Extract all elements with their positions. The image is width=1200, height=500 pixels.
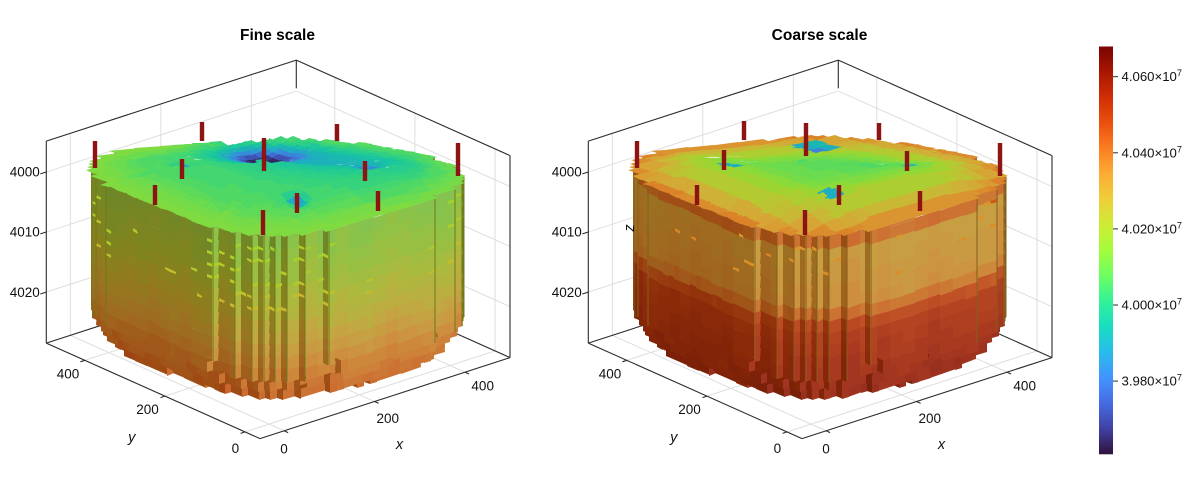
svg-text:4.040×107: 4.040×107 [1122, 144, 1183, 160]
svg-text:400: 400 [599, 367, 622, 382]
svg-text:3.980×107: 3.980×107 [1122, 373, 1183, 389]
svg-text:400: 400 [1013, 379, 1036, 394]
svg-text:200: 200 [678, 402, 701, 417]
svg-text:0: 0 [822, 442, 830, 457]
svg-text:0: 0 [280, 442, 288, 457]
svg-text:200: 200 [377, 411, 400, 426]
svg-text:z: z [622, 224, 638, 233]
svg-text:y: y [669, 430, 678, 446]
svg-text:400: 400 [471, 379, 494, 394]
svg-text:400: 400 [57, 367, 80, 382]
svg-text:0: 0 [232, 441, 240, 456]
svg-text:4.020×107: 4.020×107 [1122, 220, 1183, 236]
svg-text:4010: 4010 [552, 225, 582, 240]
svg-text:4020: 4020 [10, 285, 40, 300]
svg-text:Fine scale: Fine scale [240, 27, 315, 44]
svg-text:Coarse scale: Coarse scale [772, 27, 868, 44]
svg-text:y: y [127, 430, 136, 446]
svg-text:4020: 4020 [552, 285, 582, 300]
svg-text:200: 200 [919, 411, 942, 426]
svg-text:x: x [395, 437, 404, 453]
svg-text:4010: 4010 [10, 225, 40, 240]
svg-text:4.060×107: 4.060×107 [1122, 68, 1183, 84]
svg-text:x: x [937, 437, 946, 453]
svg-text:4.000×107: 4.000×107 [1122, 297, 1183, 313]
svg-text:4000: 4000 [10, 165, 40, 180]
svg-text:0: 0 [774, 441, 782, 456]
svg-text:4000: 4000 [552, 165, 582, 180]
svg-text:200: 200 [136, 402, 159, 417]
